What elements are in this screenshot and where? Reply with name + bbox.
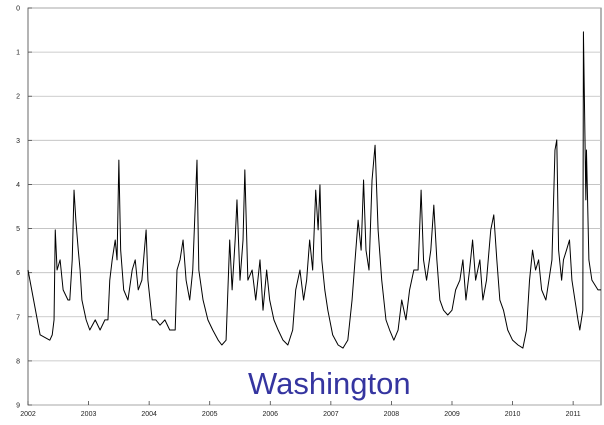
y-tick-label: 3	[16, 138, 20, 145]
y-tick-label: 6	[16, 270, 20, 277]
y-tick-label: 7	[16, 314, 20, 321]
x-tick-label: 2008	[384, 411, 400, 418]
x-tick-label: 2007	[323, 411, 339, 418]
y-tick-label: 8	[16, 358, 20, 365]
y-tick-label: 9	[16, 403, 20, 410]
x-tick-label: 2006	[262, 411, 278, 418]
x-tick-label: 2002	[20, 411, 36, 418]
x-tick-label: 2011	[566, 411, 581, 418]
y-tick-label: 1	[16, 50, 20, 57]
y-tick-label: 4	[16, 182, 20, 189]
x-tick-label: 2009	[444, 411, 460, 418]
x-tick-label: 2010	[505, 411, 521, 418]
y-tick-label: 2	[16, 94, 20, 101]
y-tick-label: 0	[16, 6, 20, 13]
plot-frame	[27, 7, 602, 406]
y-tick-label: 5	[16, 226, 20, 233]
annotation: Washington	[248, 366, 411, 401]
data-line	[27, 31, 601, 349]
x-tick-label: 2003	[81, 411, 97, 418]
x-tick-label: 2004	[141, 411, 157, 418]
x-tick-label: 2005	[202, 411, 218, 418]
